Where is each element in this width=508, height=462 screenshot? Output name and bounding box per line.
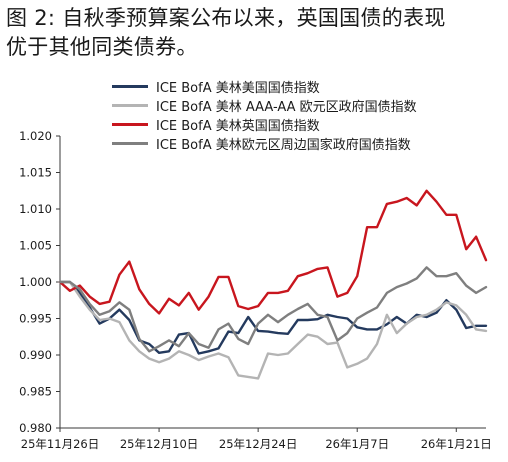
y-tick-label: 1.015 — [19, 166, 52, 180]
chart-title-line-2: 优于其他同类债券。 — [6, 35, 198, 59]
legend-swatch — [112, 142, 148, 145]
x-tick-label: 25年11月26日 — [21, 437, 99, 451]
legend-swatch — [112, 104, 148, 107]
series-line-3 — [58, 189, 488, 315]
legend-label: ICE BofA 美林 AAA-AA 欧元区政府国债指数 — [156, 100, 417, 115]
x-tick-label: 26年1月21日 — [421, 437, 492, 451]
series-line-2 — [58, 280, 488, 380]
x-tick-label: 25年12月24日 — [219, 437, 297, 451]
legend-label: ICE BofA 美林英国国债指数 — [156, 119, 320, 134]
y-tick-label: 1.020 — [19, 129, 52, 143]
x-tick-label: 25年12月10日 — [120, 437, 198, 451]
chart-title: 图 2: 自秋季预算案公布以来，英国国债的表现 优于其他同类债券。 — [6, 4, 504, 62]
y-tick-label: 0.995 — [19, 312, 52, 326]
legend-label: ICE BofA 美林欧元区周边国家政府国债指数 — [156, 138, 411, 153]
legend-label: ICE BofA 美林美国国债指数 — [156, 81, 320, 96]
y-tick-label: 0.985 — [19, 385, 52, 399]
chart-title-line-1: 图 2: 自秋季预算案公布以来，英国国债的表现 — [6, 6, 446, 30]
y-tick-label: 1.005 — [19, 239, 52, 253]
x-tick-label: 26年1月7日 — [325, 437, 389, 451]
series-line-4 — [58, 266, 488, 353]
series-line-1 — [58, 280, 488, 355]
y-tick-label: 0.980 — [19, 421, 52, 435]
y-tick-label: 1.000 — [19, 275, 52, 289]
y-tick-label: 1.010 — [19, 202, 52, 216]
y-tick-label: 0.990 — [19, 348, 52, 362]
legend-swatch — [112, 85, 148, 88]
legend-swatch — [112, 123, 148, 126]
